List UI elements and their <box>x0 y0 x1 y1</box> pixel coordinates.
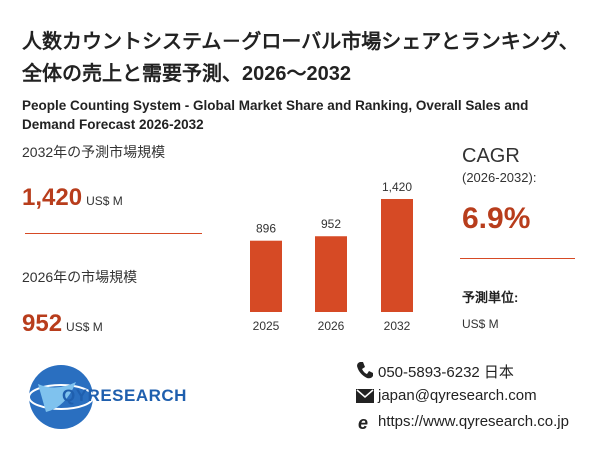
current-unit: US$ M <box>66 320 103 334</box>
url[interactable]: https://www.qyresearch.co.jp <box>378 413 569 430</box>
bar <box>250 240 282 312</box>
forecast-label: 2032年の予測市場規模 <box>22 144 166 160</box>
logo-text: QYRESEARCH <box>62 386 187 405</box>
cagr-label: CAGR <box>462 145 520 167</box>
current-label: 2026年の市場規模 <box>22 269 138 285</box>
unit-value: US$ M <box>462 317 499 331</box>
value-label: 1,420 <box>382 180 412 194</box>
x-tick-label: 2025 <box>253 319 280 333</box>
x-tick-label: 2032 <box>384 319 411 333</box>
divider <box>460 258 575 259</box>
phone-icon <box>357 362 373 379</box>
email[interactable]: japan@qyresearch.com <box>378 387 537 404</box>
bar <box>381 199 413 312</box>
logo-globe <box>28 365 94 429</box>
current-value: 952 <box>22 310 63 337</box>
subtitle: People Counting System - Global Market S… <box>22 98 529 132</box>
value-label: 896 <box>256 222 276 236</box>
unit-label: 予測単位: <box>462 290 519 305</box>
divider <box>25 233 202 234</box>
x-tick-label: 2026 <box>318 319 345 333</box>
forecast-value: 1,420 <box>22 184 83 211</box>
cagr-period: (2026-2032): <box>462 170 537 185</box>
svg-text:e: e <box>358 414 368 432</box>
mail-icon <box>356 389 374 403</box>
web-icon: e <box>358 414 368 432</box>
bar <box>315 236 347 312</box>
value-label: 952 <box>321 217 341 231</box>
forecast-unit: US$ M <box>86 194 123 208</box>
phone: 050-5893-6232 日本 <box>378 364 514 381</box>
bar-chart: 896 2025 952 2026 1,420 2032 <box>250 180 413 333</box>
cagr-value: 6.9% <box>462 202 531 235</box>
title: 人数カウントシステム－グローバル市場シェアとランキング、全体の売上と需要予測、2… <box>22 31 579 85</box>
